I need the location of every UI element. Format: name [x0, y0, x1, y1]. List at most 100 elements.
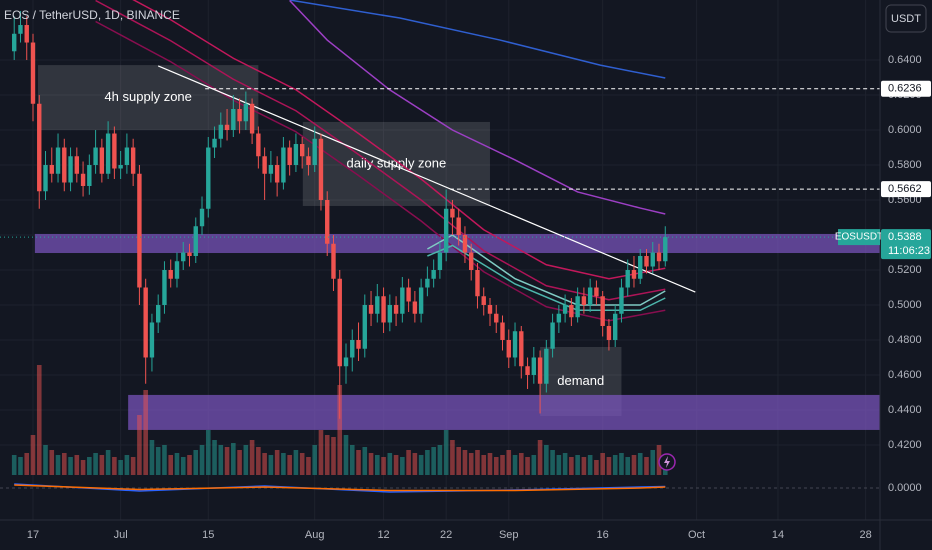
- candle-body: [406, 287, 411, 302]
- volume-bar: [130, 457, 136, 475]
- candle-body: [575, 296, 580, 318]
- indicator-line: [14, 484, 666, 492]
- candle-body: [525, 366, 530, 375]
- plot-area: 4h supply zone daily supply zone demand: [0, 0, 880, 520]
- last-price-label: 0.5388: [888, 231, 922, 243]
- y-tick-label: 0.4200: [888, 439, 922, 451]
- candle-body: [306, 156, 311, 166]
- x-tick-label: Aug: [305, 529, 325, 541]
- candle-body: [437, 252, 443, 270]
- volume-bar: [356, 450, 361, 475]
- volume-bar: [437, 445, 443, 475]
- candle-body: [393, 304, 399, 314]
- candle-body: [268, 165, 274, 174]
- candle-body: [87, 165, 92, 187]
- volume-bar: [268, 455, 274, 475]
- symbol-box: [838, 229, 880, 246]
- x-tick-label: 16: [597, 529, 609, 541]
- candle-body: [544, 348, 549, 384]
- candle-body: [644, 255, 649, 267]
- volume-bar: [331, 437, 336, 475]
- volume-bar: [537, 440, 543, 475]
- volume-bar: [293, 450, 299, 475]
- chart-title: EOS / TetherUSD, 1D, BINANCE: [4, 8, 180, 22]
- volume-bar: [61, 453, 67, 475]
- candle-body: [218, 124, 223, 139]
- candle-body: [475, 269, 480, 297]
- volume-bar: [68, 457, 73, 475]
- volume-bar: [262, 453, 267, 475]
- candle-body: [381, 296, 386, 323]
- candle-body: [224, 124, 230, 131]
- volume-bar: [274, 450, 280, 475]
- currency-button[interactable]: [885, 4, 927, 33]
- zone: [128, 394, 880, 430]
- candle-body: [512, 331, 518, 358]
- candle-body: [155, 304, 161, 323]
- volume-bar: [18, 457, 23, 475]
- volume-bar: [80, 460, 86, 475]
- y-tick-label: 0.5200: [888, 264, 922, 276]
- candle-body: [631, 269, 637, 279]
- candle-body: [462, 235, 468, 253]
- volume-bar: [381, 457, 386, 475]
- candle-body: [193, 226, 198, 256]
- candle-body: [299, 144, 305, 157]
- candle-body: [74, 156, 80, 174]
- candle-body: [650, 252, 655, 267]
- volume-bar: [581, 457, 587, 475]
- candle-body: [612, 313, 618, 340]
- alert-icon-glyph: [664, 456, 670, 468]
- y-tick-label: 0.4800: [888, 334, 922, 346]
- candle-body: [656, 252, 662, 262]
- volume-bar: [55, 455, 61, 475]
- volume-bar: [231, 443, 236, 475]
- currency-button-label[interactable]: USDT: [891, 13, 921, 25]
- volume-bar: [105, 450, 111, 475]
- volume-bar: [11, 455, 17, 475]
- x-tick-label: Sep: [499, 529, 519, 541]
- candle-body: [500, 322, 505, 340]
- x-tick-label: 22: [440, 529, 452, 541]
- volume-bar: [412, 453, 418, 475]
- candle-body: [487, 304, 493, 314]
- candle-body: [49, 165, 54, 174]
- volume-bar: [493, 457, 499, 475]
- x-tick-label: 15: [202, 529, 214, 541]
- candle-body: [181, 252, 186, 262]
- candle-body: [318, 138, 324, 201]
- candle-body: [124, 147, 130, 166]
- candle-body: [412, 301, 418, 314]
- indicator-line: [14, 483, 666, 493]
- candle-body: [237, 109, 242, 122]
- volume-bar: [531, 455, 537, 475]
- volume-bar: [612, 455, 618, 475]
- zone: [34, 233, 880, 254]
- candle-body: [30, 42, 36, 104]
- candle-body: [450, 208, 455, 218]
- volume-bar: [237, 450, 242, 475]
- candle-body: [256, 133, 261, 157]
- candle-body: [174, 261, 180, 279]
- volume-bar: [525, 457, 530, 475]
- volume-bar: [249, 440, 255, 475]
- candle-body: [105, 133, 111, 174]
- candle-body: [494, 313, 499, 323]
- volume-bar: [600, 453, 605, 475]
- candle-body: [187, 252, 192, 256]
- y-tick-label: 0.6400: [888, 54, 922, 66]
- price-label-box: [881, 181, 931, 198]
- y-tick-label: 0.4400: [888, 404, 922, 416]
- volume-bar: [431, 447, 436, 475]
- volume-bar: [619, 453, 624, 475]
- volume-bar: [143, 390, 148, 475]
- countdown-label: 11:06:23: [888, 245, 930, 257]
- volume-bar: [625, 457, 631, 475]
- volume-bar: [637, 453, 643, 475]
- x-tick-label: 14: [772, 529, 784, 541]
- macd-tick-label: 0.0000: [888, 482, 922, 494]
- candle-body: [375, 296, 380, 314]
- candle-body: [162, 269, 167, 305]
- volume-bar: [205, 430, 211, 475]
- candle-body: [537, 357, 543, 384]
